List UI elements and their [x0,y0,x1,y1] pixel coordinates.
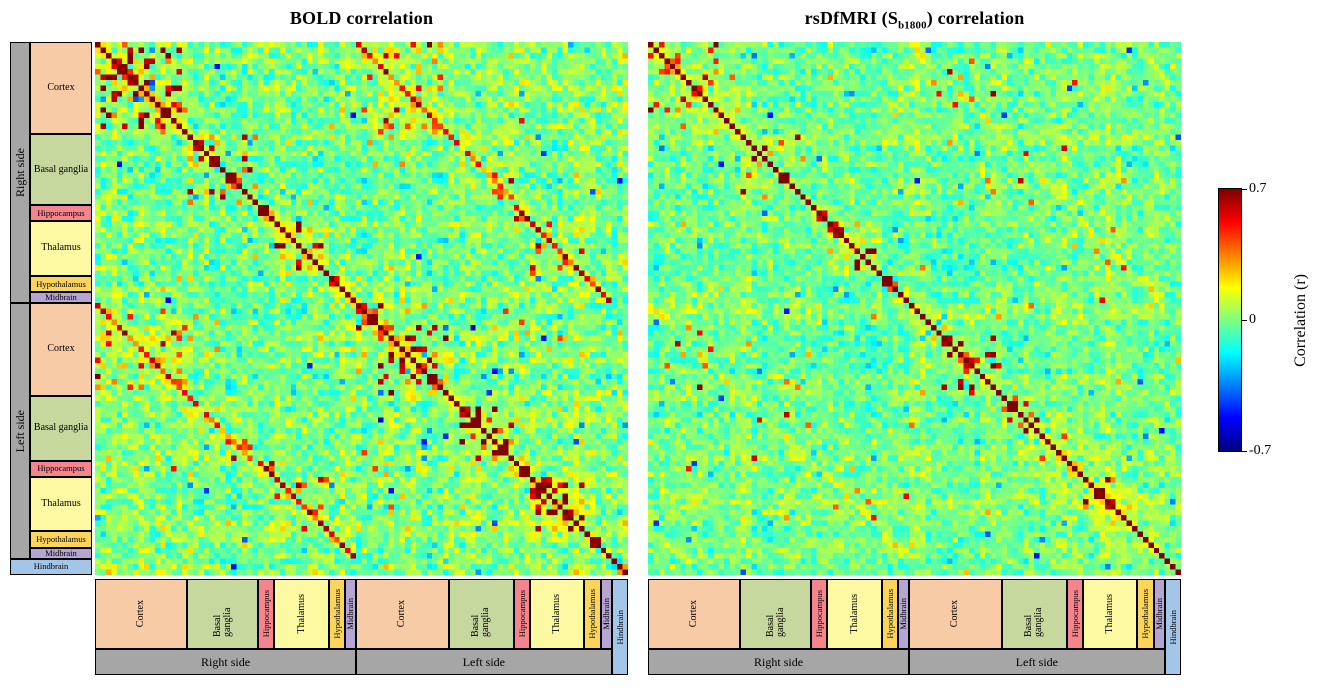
column-region-label-text: Midbrain [898,598,909,630]
column-region-label-hindbrain: Hindbrain [1164,579,1181,675]
column-region-label-right-basal-ganglia: Basal ganglia [187,579,259,649]
column-region-label-right-thalamus: Thalamus [274,579,329,649]
column-side-bars: Right side Left side [95,649,628,675]
column-region-label-left-midbrain: Midbrain [1153,579,1165,649]
column-side-bars: Right side Left side [648,649,1181,675]
left-panel-title: BOLD correlation [289,8,434,28]
column-region-labels: Cortex Basal ganglia Hippocampus Thalamus Hy… [95,579,628,675]
right-title-suffix: ) correlation [926,8,1025,28]
right-panel-title: rsDfMRI (Sb1800) correlation [648,8,1181,32]
column-region-label-text: Cortex [688,600,700,628]
row-region-label-right-hypothalamus: Hypothalamus [30,275,92,293]
column-region-label-text: Thalamus [551,594,563,634]
column-region-label-hindbrain: Hindbrain [611,579,628,675]
colorbar-axis-label: Correlation (r) [1288,188,1314,452]
column-region-label-text: Midbrain [345,598,356,630]
row-region-label-hindbrain: Hindbrain [10,558,92,575]
column-region-label-right-cortex: Cortex [648,579,741,649]
row-region-label-left-cortex: Cortex [30,303,92,396]
column-region-label-text: Cortex [949,600,961,628]
column-region-label-right-hypothalamus: Hypothalamus [881,579,899,649]
column-region-label-left-hippocampus: Hippocampus [1066,579,1084,649]
column-side-bar-right-side: Right side [95,649,357,675]
column-side-bar-left-side: Left side [909,649,1165,675]
column-region-label-right-cortex: Cortex [95,579,188,649]
column-region-labels: Cortex Basal ganglia Hippocampus Thalamus Hy… [648,579,1181,675]
column-region-label-left-hippocampus: Hippocampus [513,579,531,649]
column-region-label-left-basal-ganglia: Basal ganglia [1001,579,1067,649]
column-region-label-left-midbrain: Midbrain [600,579,612,649]
column-region-label-right-thalamus: Thalamus [827,579,882,649]
row-region-label-left-basal-ganglia: Basal ganglia [30,395,92,461]
column-region-label-text: Midbrain [600,598,611,630]
row-side-label-right-side: Right side [13,148,27,198]
column-region-label-text: Hypothalamus [1140,589,1151,639]
column-region-label-text: Basal ganglia [1023,607,1045,637]
row-region-label-left-hippocampus: Hippocampus [30,460,92,478]
row-side-bar-left-side: Left side [10,303,30,559]
column-region-label-text: Hindbrain [1167,609,1178,645]
row-region-label-right-hippocampus: Hippocampus [30,205,92,222]
column-region-label-text: Hippocampus [814,590,825,638]
column-region-label-left-cortex: Cortex [356,579,449,649]
column-region-label-right-midbrain: Midbrain [345,579,357,649]
colorbar-axis-label-text: Correlation (r) [1292,273,1309,367]
row-region-label-left-hypothalamus: Hypothalamus [30,531,92,548]
column-region-label-right-basal-ganglia: Basal ganglia [740,579,812,649]
row-region-label-left-midbrain: Midbrain [30,547,92,559]
bold-column-axis: Cortex Basal ganglia Hippocampus Thalamus Hy… [95,579,628,675]
column-region-label-text: Thalamus [848,594,860,634]
column-region-label-left-basal-ganglia: Basal ganglia [448,579,514,649]
column-region-label-text: Hypothalamus [587,589,598,639]
colorbar-tickmark-max [1242,189,1247,190]
column-region-label-text: Basal ganglia [211,607,233,637]
column-region-label-left-thalamus: Thalamus [1083,579,1138,649]
column-region-label-left-hypothalamus: Hypothalamus [1137,579,1154,649]
row-region-label-right-thalamus: Thalamus [30,221,92,276]
row-side-label-left-side: Left side [13,409,27,453]
column-region-label-left-cortex: Cortex [909,579,1002,649]
rsdfmri-column-axis: Cortex Basal ganglia Hippocampus Thalamus Hy… [648,579,1181,675]
row-region-label-right-midbrain: Midbrain [30,292,92,304]
column-region-label-left-hypothalamus: Hypothalamus [584,579,601,649]
column-region-label-left-thalamus: Thalamus [530,579,585,649]
right-title-subscript: b1800 [898,19,927,32]
colorbar-gradient [1218,188,1242,452]
bold-correlation-heatmap [95,42,628,575]
column-region-label-text: Basal ganglia [470,607,492,637]
column-region-label-text: Thalamus [295,594,307,634]
row-side-bar-right-side: Right side [10,42,30,304]
row-region-label-right-basal-ganglia: Basal ganglia [30,134,92,206]
colorbar-tick-min: -0.7 [1249,443,1272,458]
column-region-label-right-hypothalamus: Hypothalamus [328,579,346,649]
column-side-bar-left-side: Left side [356,649,612,675]
column-region-label-text: Hindbrain [614,609,625,645]
column-region-label-text: Hypothalamus [331,589,342,639]
column-region-label-right-hippocampus: Hippocampus [258,579,275,649]
column-region-label-text: Hippocampus [1069,590,1080,638]
rsdfmri-correlation-heatmap [648,42,1181,575]
colorbar-tickmark-min [1242,451,1247,452]
column-region-label-text: Cortex [396,600,408,628]
column-region-label-right-hippocampus: Hippocampus [811,579,828,649]
colorbar-tick-mid: 0 [1249,312,1256,327]
colorbar-tickmark-mid [1242,320,1247,321]
row-axis-side-bars: Right side Left side [10,42,30,575]
column-region-label-text: Hippocampus [516,590,527,638]
column-region-label-text: Hypothalamus [884,589,895,639]
column-region-label-right-midbrain: Midbrain [898,579,910,649]
column-region-label-text: Midbrain [1153,598,1164,630]
column-region-label-text: Cortex [135,600,147,628]
column-region-label-text: Basal ganglia [764,607,786,637]
colorbar-tick-max: 0.7 [1249,181,1267,196]
row-region-label-right-cortex: Cortex [30,42,92,135]
row-axis-region-labels: Cortex Basal ganglia Hippocampus Thalamus Hy… [10,42,92,575]
row-region-label-left-thalamus: Thalamus [30,477,92,532]
column-side-bar-right-side: Right side [648,649,910,675]
column-region-label-text: Hippocampus [261,590,272,638]
column-region-label-text: Thalamus [1104,594,1116,634]
right-title-prefix: rsDfMRI (S [804,8,899,28]
